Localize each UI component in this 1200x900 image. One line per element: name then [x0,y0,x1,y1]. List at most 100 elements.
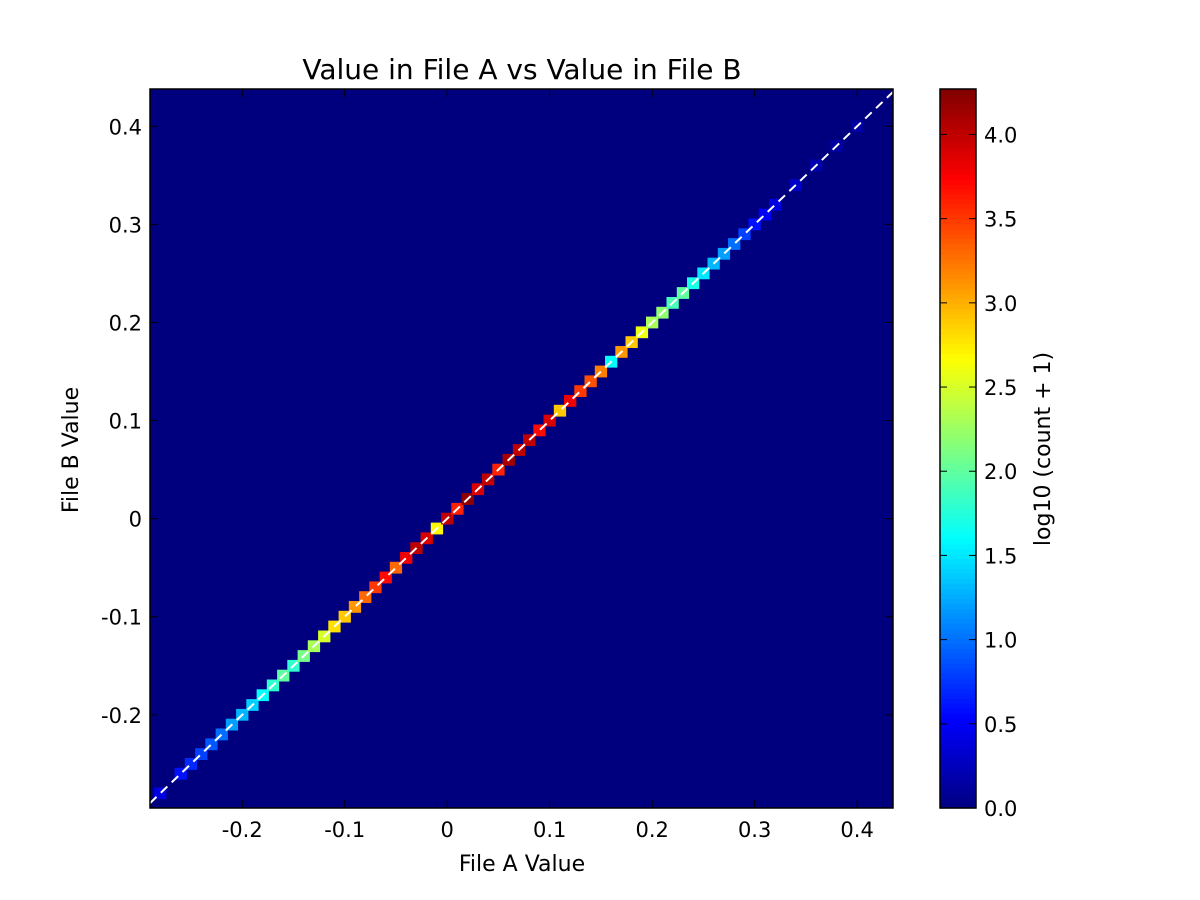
colorbar-segment [940,133,976,140]
y-tick-label: 0 [129,508,142,532]
heatmap-cell [748,218,761,231]
x-tick-label: 0 [441,818,454,842]
colorbar-segment [940,223,976,230]
colorbar-segment [940,323,976,330]
colorbar-segment [940,523,976,529]
colorbar-segment [940,118,976,125]
colorbar-segment [940,573,976,579]
plot-area: -0.2 -0.1 0 0.1 0.2 0.3 0.4 -0.2 -0.1 0 0.1 0.2 0.3 0… [101,88,894,842]
colorbar-tick-label: 2.0 [984,460,1017,484]
colorbar-tick-label: 1.0 [984,629,1017,653]
colorbar-segment [940,488,976,495]
colorbar-segment [940,643,976,649]
colorbar-segment [940,108,976,115]
colorbar-segment [940,683,976,689]
colorbar-segment [940,433,976,440]
heatmap-cell [553,404,567,417]
colorbar-segment [940,263,976,270]
colorbar-segment [940,763,976,769]
colorbar-segment [940,143,976,150]
colorbar-segment [940,128,976,135]
colorbar-segment [940,408,976,415]
colorbar-segment [940,493,976,500]
heatmap-cell [533,424,546,437]
x-tick-label: 0.4 [840,818,873,842]
colorbar-segment [940,648,976,654]
colorbar-segment [940,303,976,310]
heatmap-cell [564,395,577,407]
colorbar-tick-label: 3.5 [984,208,1017,232]
colorbar-segment [940,748,976,754]
colorbar-segment [940,358,976,365]
colorbar-segment [940,583,976,589]
colorbar-segment [940,608,976,614]
colorbar-segment [940,403,976,410]
heatmap-cell [728,238,741,250]
colorbar-segment [940,673,976,679]
heatmap-cell [359,591,372,603]
colorbar-tick-label: 4.0 [984,123,1017,147]
heatmap-cell [738,228,751,241]
colorbar-segment [940,483,976,490]
colorbar-segment [940,678,976,684]
heatmap-cell [717,247,731,260]
colorbar-segment [940,393,976,400]
colorbar-segment [940,148,976,155]
colorbar-segment [940,188,976,195]
y-tick-label: 0.3 [109,213,142,237]
colorbar-segment [940,553,976,559]
colorbar-segment [940,528,976,534]
colorbar-segment [940,228,976,235]
x-tick-label: -0.2 [222,818,263,842]
colorbar-segment [940,93,976,100]
colorbar-tick-label: 2.5 [984,376,1017,400]
colorbar-segment [940,198,976,205]
x-tick-label: 0.1 [533,818,566,842]
colorbar-segment [940,103,976,110]
heatmap-cell [174,767,187,780]
heatmap-cell [338,610,351,623]
heatmap-cell [215,728,228,741]
colorbar-segment [940,448,976,455]
colorbar-segment [940,788,976,794]
colorbar-segment [940,293,976,300]
colorbar-segment [940,388,976,395]
colorbar-segment [940,543,976,549]
colorbar-segment [940,288,976,295]
colorbar-segment [940,713,976,719]
colorbar-segment [940,338,976,345]
colorbar-segment [940,598,976,604]
reference-line [149,91,894,804]
colorbar-segment [940,278,976,285]
colorbar-segment [940,698,976,704]
colorbar-segment [940,508,976,515]
colorbar-segment [940,168,976,175]
colorbar-segment [940,638,976,644]
colorbar-segment [940,703,976,709]
colorbar-segment [940,653,976,659]
colorbar-frame [939,88,977,809]
colorbar-segment [940,438,976,445]
x-tick-label: -0.1 [324,818,365,842]
colorbar-segment [940,503,976,510]
colorbar-segment [940,138,976,145]
colorbar-segment [940,213,976,220]
colorbar-segment [940,803,976,809]
heatmap-cell [205,738,218,751]
colorbar: 0.0 0.5 1.0 1.5 2.0 2.5 3.0 3.5 4.0 [939,88,1017,821]
x-tick-label: 0.2 [635,818,668,842]
colorbar-segment [940,208,976,215]
colorbar-segment [940,568,976,574]
x-axis-label: File A Value [459,852,585,877]
colorbar-segment [940,153,976,160]
colorbar-segment [940,173,976,180]
heatmap-cell [758,208,771,221]
colorbar-segment [940,738,976,744]
colorbar-segment [940,538,976,544]
heatmap-cell [574,385,587,397]
colorbar-segment [940,328,976,335]
colorbar-segment [940,513,976,519]
colorbar-segment [940,743,976,749]
plot-frame [149,88,894,809]
